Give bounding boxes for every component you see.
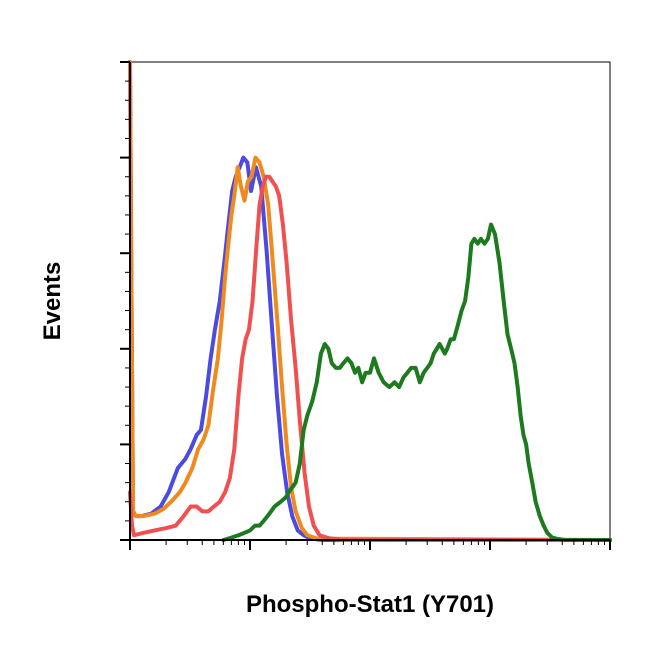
series-line-3 (128, 174, 612, 542)
series-line-1 (128, 60, 612, 542)
series-layer (128, 60, 612, 542)
x-axis-label: Phospho-Stat1 (Y701) (246, 591, 494, 618)
plot-frame (129, 61, 611, 541)
y-axis-label: Events (39, 262, 66, 341)
series-line-2 (128, 60, 612, 542)
series-line-4 (221, 222, 612, 542)
